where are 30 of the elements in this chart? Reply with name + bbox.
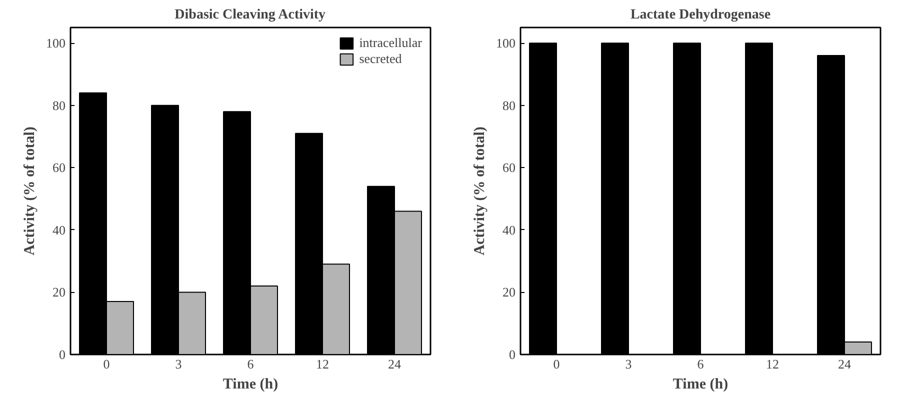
x-tick-label: 24 bbox=[838, 356, 852, 372]
y-tick-label: 60 bbox=[52, 160, 66, 176]
y-tick-label: 100 bbox=[46, 36, 66, 51]
x-tick-label: 12 bbox=[766, 356, 779, 372]
x-tick-label: 3 bbox=[175, 356, 182, 372]
y-axis-title: Activity (% of total) bbox=[472, 126, 488, 256]
y-tick-label: 80 bbox=[52, 98, 66, 113]
legend-label: secreted bbox=[359, 51, 402, 67]
y-tick-label: 40 bbox=[502, 222, 516, 238]
chart-title: Lactate Dehydrogenase bbox=[630, 8, 771, 22]
x-tick-label: 3 bbox=[625, 356, 632, 372]
legend-label: intracellular bbox=[359, 35, 422, 51]
x-tick-label: 12 bbox=[316, 356, 329, 372]
y-tick-label: 0 bbox=[509, 347, 516, 362]
y-tick-label: 0 bbox=[59, 347, 66, 362]
y-tick-label: 80 bbox=[502, 98, 516, 113]
x-axis-title: Time (h) bbox=[672, 376, 728, 392]
x-tick-label: 6 bbox=[247, 356, 254, 372]
y-tick-label: 60 bbox=[502, 160, 516, 176]
y-tick-label: 100 bbox=[496, 36, 516, 51]
x-tick-label: 6 bbox=[697, 356, 704, 372]
y-tick-label: 20 bbox=[52, 284, 66, 300]
x-tick-label: 0 bbox=[103, 356, 110, 372]
y-tick-label: 40 bbox=[52, 222, 66, 238]
chart-title: Dibasic Cleaving Activity bbox=[174, 8, 326, 22]
y-tick-label: 20 bbox=[502, 284, 516, 300]
y-axis-title: Activity (% of total) bbox=[22, 126, 38, 256]
x-axis-title: Time (h) bbox=[222, 376, 278, 392]
x-tick-label: 0 bbox=[553, 356, 560, 372]
x-tick-label: 24 bbox=[388, 356, 402, 372]
